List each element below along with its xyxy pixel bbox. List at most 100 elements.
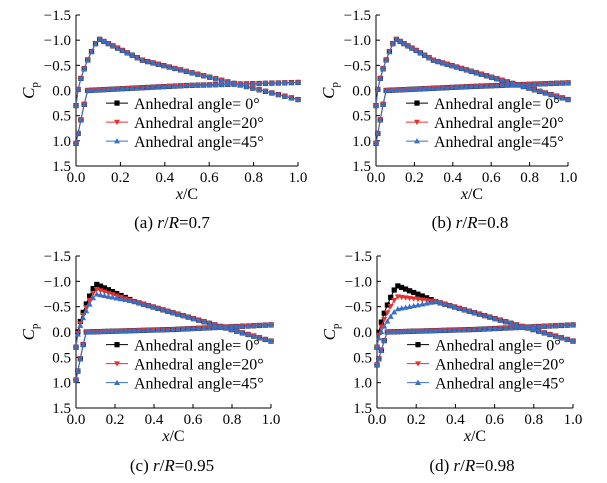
panel-caption: (b) r/R=0.8 [432,213,509,232]
data-point [548,91,555,97]
data-point [456,326,463,333]
data-point [92,40,99,46]
data-point [164,326,171,332]
data-point [414,296,421,303]
legend-marker [414,119,420,126]
data-point [486,325,493,332]
data-point [126,327,133,334]
data-point [169,309,176,316]
data-point [493,82,500,88]
data-point [233,328,240,334]
y-tick-label: −0.5 [44,300,71,316]
data-point [200,82,207,88]
data-point [190,315,197,321]
data-point [497,325,504,331]
data-point [131,298,138,304]
data-point [256,86,263,93]
data-point [481,326,488,332]
data-point [542,80,549,87]
x-tick-label: 0.2 [111,170,130,186]
y-tick-label: 0.0 [52,325,71,341]
legend-label: Anhedral angle= 0° [435,338,561,355]
data-point [200,72,207,79]
data-point [114,45,121,51]
data-point [288,79,295,85]
data-point [100,38,107,44]
data-point [426,54,433,61]
x-tick-label: 0.0 [367,170,386,186]
y-tick-label: 0.5 [353,350,372,366]
data-point [80,309,86,315]
data-point [402,286,409,292]
data-point [212,75,219,82]
data-point [373,102,379,108]
data-point [101,285,108,291]
data-point [437,327,444,333]
data-point [224,81,231,87]
data-point [74,368,81,374]
data-point [174,326,181,332]
data-point [149,84,156,90]
data-point [222,324,229,330]
data-point [268,321,274,328]
data-point [228,326,235,332]
data-point [233,323,240,329]
data-point [559,94,566,101]
data-point [373,140,379,146]
data-point [444,84,451,90]
data-point [96,36,103,42]
data-point [243,80,250,87]
data-point [411,289,417,296]
data-point [87,293,93,299]
data-point [262,80,269,86]
x-tick-label: 0.6 [184,412,203,428]
data-point [380,65,387,72]
data-point [195,317,202,323]
data-point [93,291,100,297]
x-tick-label: 1.0 [559,170,578,186]
data-point [88,48,95,54]
data-point [239,323,246,329]
data-point [410,302,417,309]
data-point [140,327,147,333]
data-point [378,347,385,353]
data-point [499,82,506,88]
data-point [434,58,441,64]
data-point [122,296,129,303]
data-point [389,40,396,46]
legend-marker [114,100,120,106]
y-tick-label: 0.5 [52,350,71,366]
data-point [126,297,133,303]
series-2 [73,291,274,383]
data-point [84,56,91,63]
data-point [249,80,256,86]
data-point [374,86,381,92]
data-point [400,86,407,92]
data-point [75,86,82,92]
data-point [206,320,213,326]
data-point [90,286,96,292]
data-point [570,338,576,344]
data-point [378,319,384,325]
data-point [73,102,79,108]
data-point [483,82,490,89]
y-tick-label: −1.0 [44,33,71,49]
data-point [398,328,405,334]
data-point [256,322,263,328]
data-point [377,75,384,81]
data-point [380,101,387,107]
y-axis-label: Cp [319,82,341,99]
data-point [101,292,108,299]
data-point [397,38,404,44]
data-point [211,324,218,330]
data-point [453,84,460,90]
data-point [463,83,470,90]
data-point [468,68,475,74]
data-point [75,130,82,136]
data-point [100,86,107,92]
data-point [105,86,112,92]
x-tick-label: 0.4 [443,170,462,186]
data-point [281,79,288,86]
data-point [381,310,387,316]
data-point [441,301,448,307]
